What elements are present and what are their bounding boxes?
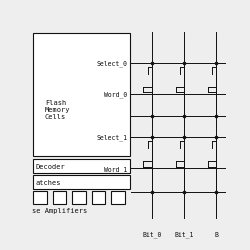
Bar bbox=[33, 34, 129, 156]
Text: se Amplifiers: se Amplifiers bbox=[32, 207, 87, 213]
Bar bbox=[33, 175, 129, 189]
Text: Bit_1: Bit_1 bbox=[174, 230, 193, 237]
Bar bbox=[91, 192, 105, 204]
Text: Select_1: Select_1 bbox=[96, 134, 127, 140]
Bar bbox=[33, 192, 47, 204]
Text: Decoder: Decoder bbox=[35, 164, 65, 170]
Bar bbox=[111, 192, 124, 204]
Bar bbox=[52, 192, 66, 204]
Text: Word_0: Word_0 bbox=[104, 92, 127, 98]
Text: atches: atches bbox=[35, 179, 60, 185]
Text: B: B bbox=[214, 230, 217, 236]
Text: Word_1: Word_1 bbox=[104, 166, 127, 172]
Bar bbox=[72, 192, 86, 204]
Bar bbox=[33, 160, 129, 173]
Text: Flash
Memory
Cells: Flash Memory Cells bbox=[45, 100, 70, 119]
Text: Bit_0: Bit_0 bbox=[142, 230, 161, 237]
Text: Select_0: Select_0 bbox=[96, 60, 127, 67]
